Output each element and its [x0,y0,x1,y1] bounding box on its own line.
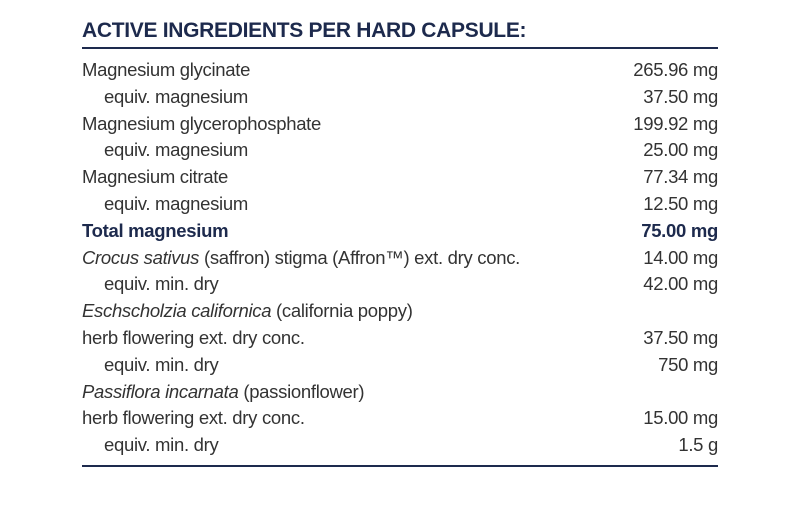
name-cell: Eschscholzia californica (california pop… [82,298,413,325]
row: Magnesium glycerophosphate 199.92 mg [82,111,718,138]
name: equiv. min. dry [104,353,219,375]
name: equiv. magnesium [104,192,248,214]
row: equiv. min. dry 750 mg [82,352,718,379]
amount: 14.00 mg [643,246,718,268]
species: Crocus sativus [82,246,200,268]
amount: 25.00 mg [643,139,718,161]
ingredient-list: Magnesium glycinate 265.96 mg equiv. magn… [82,49,718,467]
amount: 37.50 mg [643,326,718,348]
name: Magnesium glycerophosphate [82,112,322,134]
name: equiv. min. dry [104,273,219,295]
row: herb flowering ext. dry conc. 15.00 mg [82,405,718,432]
row: herb flowering ext. dry conc. 37.50 mg [82,325,718,352]
row: Magnesium glycinate 265.96 mg [82,57,718,84]
name: herb flowering ext. dry conc. [82,407,305,429]
amount: 42.00 mg [643,273,718,295]
name: (passionflower) [243,380,365,402]
name: Total magnesium [82,219,229,241]
row: equiv. min. dry 42.00 mg [82,271,718,298]
row: Eschscholzia californica (california pop… [82,298,718,325]
row: equiv. magnesium 37.50 mg [82,84,718,111]
row: equiv. magnesium 12.50 mg [82,191,718,218]
amount: 750 mg [658,353,718,375]
amount: 77.34 mg [643,166,718,188]
ingredients-panel: ACTIVE INGREDIENTS PER HARD CAPSULE: Mag… [82,14,718,467]
species: Eschscholzia californica [82,300,272,322]
row: Crocus sativus (saffron) stigma (Affron™… [82,245,718,272]
row: Magnesium citrate 77.34 mg [82,164,718,191]
amount: 1.5 g [678,434,718,456]
amount: 199.92 mg [633,112,718,134]
amount: 37.50 mg [643,85,718,107]
row: equiv. min. dry 1.5 g [82,432,718,459]
name: herb flowering ext. dry conc. [82,326,305,348]
row: Total magnesium 75.00 mg [82,218,718,245]
name: (saffron) stigma (Affron™) ext. dry conc… [203,246,520,268]
amount: 265.96 mg [633,59,718,80]
name: Magnesium citrate [82,166,229,188]
name-cell: Crocus sativus (saffron) stigma (Affron™… [82,245,520,272]
amount: 15.00 mg [643,407,718,429]
amount: 75.00 mg [641,219,718,241]
name: equiv. magnesium [104,85,248,107]
row: equiv. magnesium 25.00 mg [82,137,718,164]
name: equiv. magnesium [104,139,248,161]
name: equiv. min. dry [104,434,219,456]
title: ACTIVE INGREDIENTS PER HARD CAPSULE: [82,14,718,49]
name-cell: Passiflora incarnata (passionflower) [82,379,365,406]
row: Passiflora incarnata (passionflower) [82,379,718,406]
name: (california poppy) [276,300,413,322]
name: Magnesium glycinate [82,59,251,80]
species: Passiflora incarnata [82,380,239,402]
amount: 12.50 mg [643,192,718,214]
